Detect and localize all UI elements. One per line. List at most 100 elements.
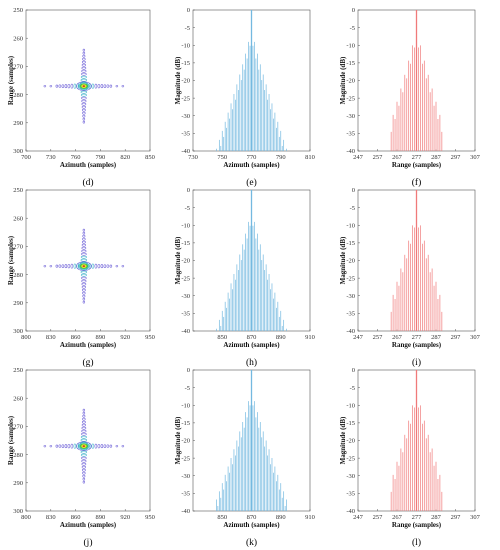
sidelobe-ring <box>64 84 68 89</box>
sidelobe-ring <box>82 300 86 304</box>
sidelobe-ring <box>81 102 87 106</box>
sidelobe-ring <box>80 435 87 439</box>
y-tick-label: -15 <box>346 60 355 67</box>
x-tick-label: 247 <box>353 154 364 161</box>
x-tick-label: 257 <box>373 334 384 341</box>
peak-point <box>82 265 85 268</box>
sidelobe-ring <box>70 263 74 269</box>
x-tick-label: 830 <box>46 334 56 341</box>
y-tick-label: 300 <box>13 148 23 155</box>
sidelobe-ring <box>70 83 74 89</box>
y-tick-label: -15 <box>181 60 190 67</box>
y-tick-label: -30 <box>181 293 190 300</box>
y-tick-label: -35 <box>346 491 355 498</box>
x-tick-label: 267 <box>392 334 403 341</box>
x-tick-label: 307 <box>470 334 481 341</box>
y-tick-label: -20 <box>346 78 355 85</box>
x-tick-label: 287 <box>431 514 442 521</box>
y-tick-label: -15 <box>346 240 355 247</box>
sidelobe-ring <box>81 420 86 424</box>
y-tick-label: -20 <box>346 258 355 265</box>
x-tick-label: 287 <box>431 334 442 341</box>
sidelobe-ring <box>82 234 86 238</box>
y-tick-label: -35 <box>346 131 355 138</box>
sidelobe-ring <box>43 264 47 268</box>
y-tick-label: -30 <box>346 113 355 120</box>
y-tick-label: 0 <box>187 367 190 374</box>
x-tick-label: 277 <box>412 514 423 521</box>
x-tick-label: 247 <box>353 514 364 521</box>
sidelobe-ring <box>43 444 47 448</box>
x-tick-label: 870 <box>247 514 257 521</box>
sidelobe-ring <box>82 480 86 484</box>
x-axis-label: Azimuth (samples) <box>223 161 280 169</box>
y-tick-label: -15 <box>346 420 355 427</box>
sidelobe-ring <box>121 84 125 88</box>
sidelobe-ring <box>81 279 87 283</box>
sidelobe-ring <box>81 108 86 112</box>
sidelobe-ring <box>115 444 119 448</box>
x-tick-label: 730 <box>188 154 198 161</box>
x-tick-label: 307 <box>470 514 481 521</box>
y-tick-label: 0 <box>187 7 190 14</box>
panel-label: (f) <box>412 177 422 188</box>
sidelobe-ring <box>80 453 87 457</box>
y-tick-label: 300 <box>13 508 23 515</box>
sidelobe-ring <box>80 78 88 82</box>
y-tick-label: -20 <box>181 78 190 85</box>
y-tick-label: -10 <box>346 402 355 409</box>
y-tick-label: -10 <box>181 402 190 409</box>
sidelobe-ring <box>81 459 87 463</box>
sidelobe-ring <box>80 90 88 94</box>
y-tick-label: -25 <box>346 95 355 102</box>
sidelobe-ring <box>81 246 87 250</box>
panel-label: (k) <box>246 537 257 548</box>
sidelobe-ring <box>82 474 86 478</box>
sidelobe-ring <box>82 57 86 61</box>
x-tick-label: 257 <box>373 514 384 521</box>
x-tick-label: 700 <box>21 154 31 161</box>
peak-point <box>82 85 85 88</box>
sidelobe-ring <box>81 456 87 460</box>
sidelobe-ring <box>82 294 86 298</box>
y-tick-label: 270 <box>13 424 23 431</box>
sidelobe-ring <box>82 297 86 301</box>
y-tick-label: -25 <box>346 455 355 462</box>
sidelobe-ring <box>82 417 86 421</box>
panel-label: (i) <box>412 357 421 368</box>
x-tick-label: 820 <box>120 154 130 161</box>
sidelobe-ring <box>80 270 88 274</box>
sidelobe-ring <box>81 423 87 427</box>
sidelobe-ring <box>115 264 119 268</box>
y-tick-label: 260 <box>13 395 23 402</box>
sidelobe-ring <box>82 411 86 415</box>
x-tick-label: 920 <box>120 514 130 521</box>
sidelobe-ring <box>94 83 98 89</box>
sidelobe-ring <box>121 444 125 448</box>
sidelobe-ring <box>81 432 87 436</box>
y-tick-label: -40 <box>346 148 355 155</box>
y-tick-label: -35 <box>181 311 190 318</box>
x-tick-label: 800 <box>21 514 31 521</box>
x-tick-label: 790 <box>96 154 106 161</box>
y-tick-label: 290 <box>13 120 23 127</box>
sidelobe-ring <box>81 66 87 70</box>
sidelobe-ring <box>82 408 86 412</box>
y-tick-label: 0 <box>352 187 355 194</box>
y-tick-label: -40 <box>181 328 190 335</box>
sidelobe-ring <box>81 69 87 73</box>
sidelobe-ring <box>103 84 107 88</box>
sidelobe-ring <box>81 105 87 109</box>
y-tick-label: -5 <box>350 205 355 212</box>
x-tick-label: 910 <box>305 334 315 341</box>
y-tick-label: 270 <box>13 64 23 71</box>
y-tick-label: 260 <box>13 215 23 222</box>
y-tick-label: -15 <box>181 420 190 427</box>
x-tick-label: 297 <box>451 334 462 341</box>
panel-label: (j) <box>84 537 93 548</box>
panel-label: (h) <box>246 357 257 368</box>
y-tick-label: 0 <box>352 367 355 374</box>
y-tick-label: 280 <box>13 272 23 279</box>
sidelobe-ring <box>67 443 71 449</box>
y-tick-label: -15 <box>181 240 190 247</box>
